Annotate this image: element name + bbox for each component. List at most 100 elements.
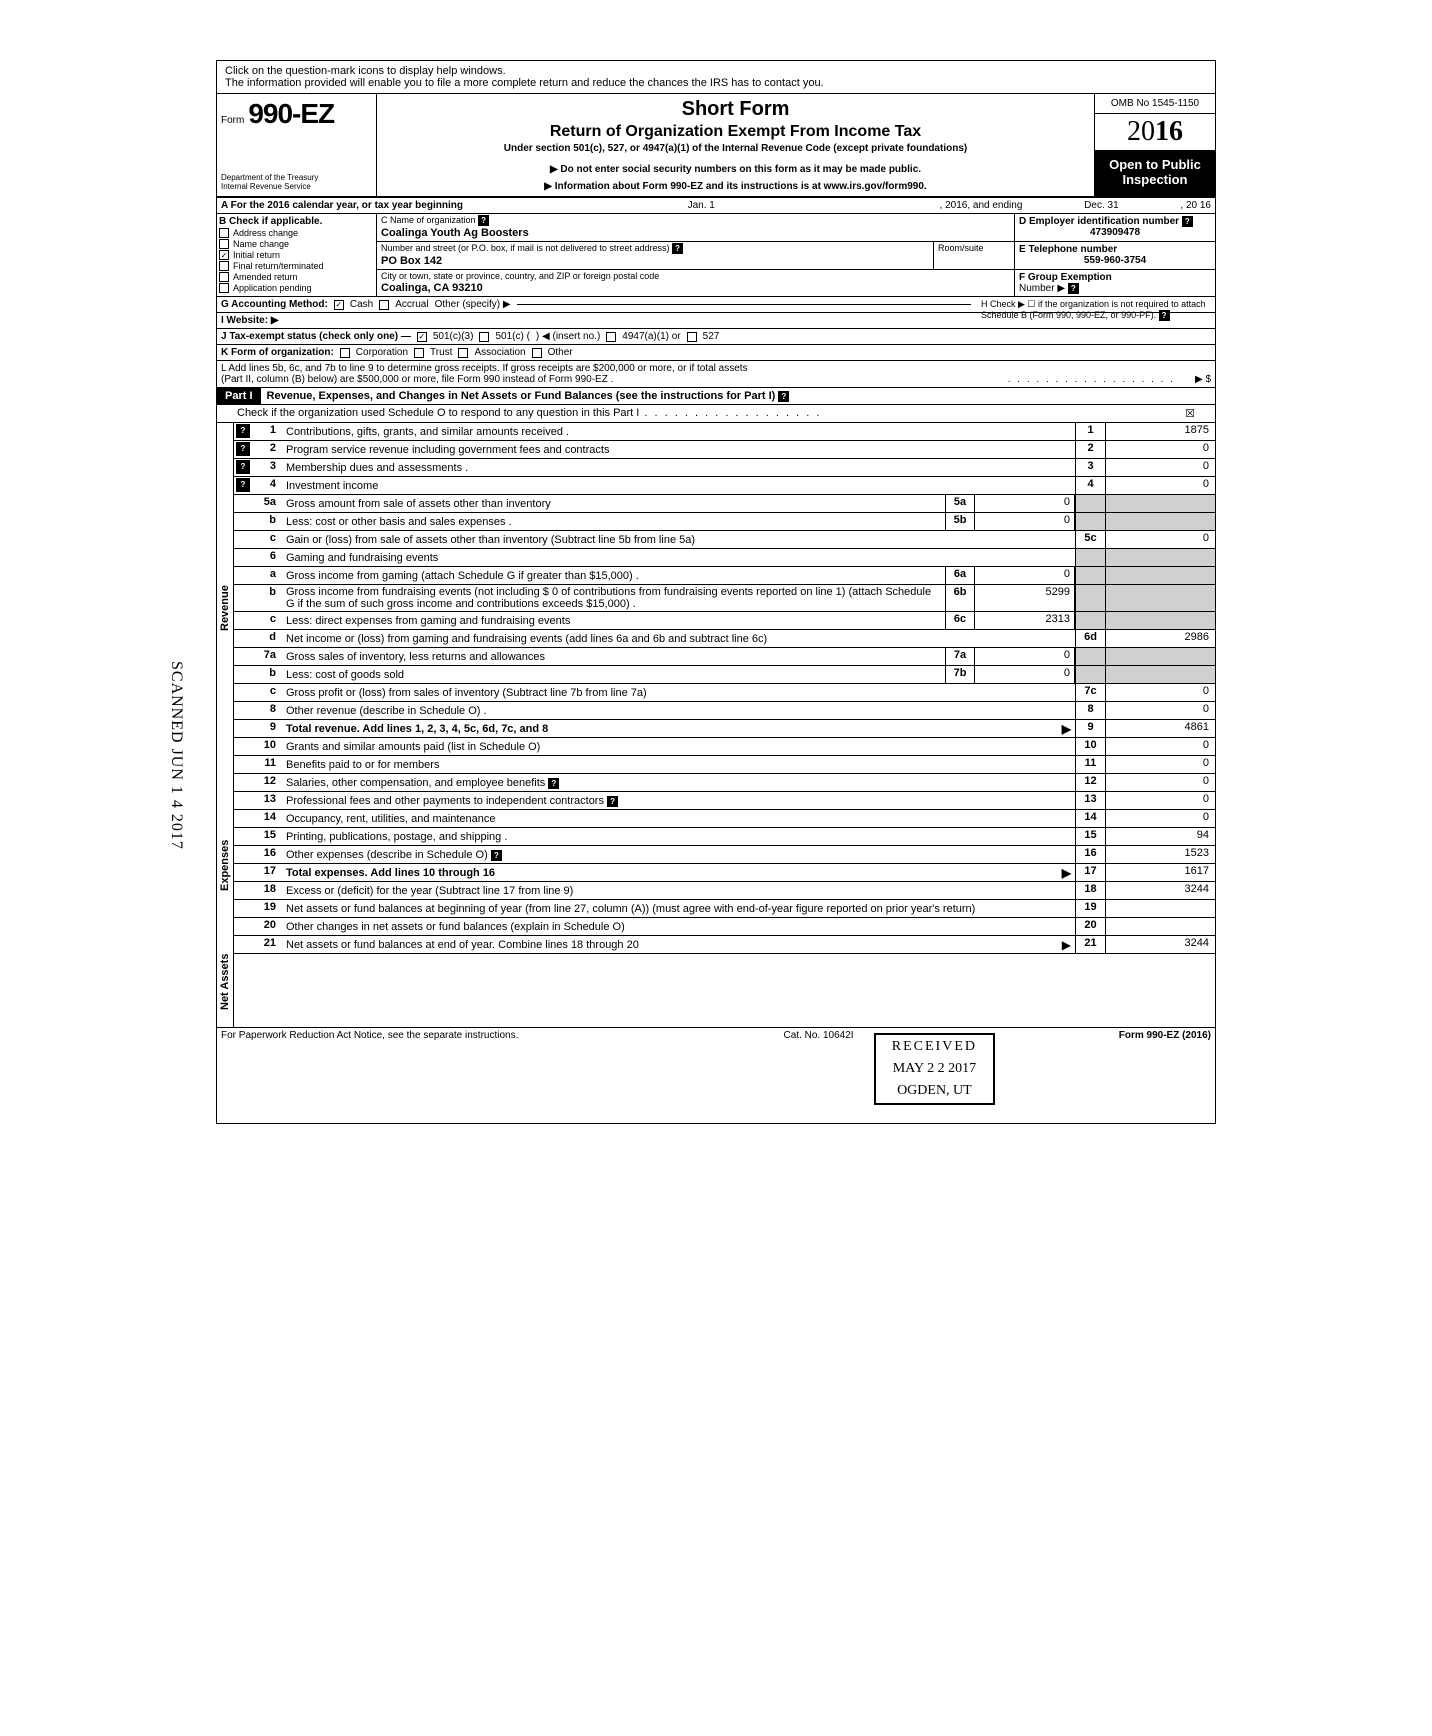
line-num: 4 xyxy=(252,477,282,494)
cb-accrual[interactable] xyxy=(379,300,389,310)
help-icon[interactable]: ? xyxy=(672,243,683,254)
cb-name-change[interactable]: Name change xyxy=(219,239,374,249)
form-header: Form 990-EZ Department of the Treasury I… xyxy=(217,94,1215,198)
line-desc: Occupancy, rent, utilities, and maintena… xyxy=(282,810,1075,827)
line-num: 15 xyxy=(252,828,282,845)
side-expenses: Expenses xyxy=(217,793,234,937)
year-bold: 16 xyxy=(1155,116,1183,147)
line-6: 6Gaming and fundraising events xyxy=(234,549,1215,567)
cb-501c3[interactable] xyxy=(417,332,427,342)
cb-trust[interactable] xyxy=(414,348,424,358)
info-link: ▶ Information about Form 990-EZ and its … xyxy=(385,181,1086,192)
help-icon[interactable]: ? xyxy=(778,391,789,402)
line-num: 11 xyxy=(252,756,282,773)
k-other: Other xyxy=(548,347,573,358)
help-icon[interactable]: ? xyxy=(236,424,250,438)
help-icon[interactable]: ? xyxy=(236,442,250,456)
cb-amended-return[interactable]: Amended return xyxy=(219,272,374,282)
line-5c: cGain or (loss) from sale of assets othe… xyxy=(234,531,1215,549)
footer-paperwork: For Paperwork Reduction Act Notice, see … xyxy=(221,1030,518,1041)
k-corp: Corporation xyxy=(356,347,408,358)
line-num: c xyxy=(252,531,282,548)
line-num: 20 xyxy=(252,918,282,935)
line-num: 18 xyxy=(252,882,282,899)
cb-application-pending[interactable]: Application pending xyxy=(219,283,374,293)
part-1-header: Part I Revenue, Expenses, and Changes in… xyxy=(217,387,1215,405)
line-desc: Salaries, other compensation, and employ… xyxy=(282,774,1075,791)
department-block: Department of the Treasury Internal Reve… xyxy=(221,174,372,192)
help-icon[interactable]: ? xyxy=(491,850,502,861)
help-icon[interactable]: ? xyxy=(1182,216,1193,227)
line-sub-value: 0 xyxy=(975,495,1075,512)
line-num: d xyxy=(252,630,282,647)
line-sub-value: 0 xyxy=(975,567,1075,584)
stamp-location: OGDEN, UT xyxy=(892,1083,977,1099)
line-desc: Gross profit or (loss) from sales of inv… xyxy=(282,684,1075,701)
h-text: H Check ▶ ☐ if the organization is not r… xyxy=(981,299,1206,320)
cb-initial-return[interactable]: Initial return xyxy=(219,250,374,260)
under-section: Under section 501(c), 527, or 4947(a)(1)… xyxy=(385,143,1086,154)
line-desc: Other expenses (describe in Schedule O) … xyxy=(282,846,1075,863)
line-num: c xyxy=(252,684,282,701)
row-a-mid: , 2016, and ending xyxy=(936,198,1027,213)
help-icon[interactable]: ? xyxy=(607,796,618,807)
line-19: 19Net assets or fund balances at beginni… xyxy=(234,900,1215,918)
line-num: 1 xyxy=(252,423,282,440)
row-a-end: Dec. 31 xyxy=(1026,198,1176,213)
help-icon[interactable]: ? xyxy=(1159,310,1170,321)
g-cash: Cash xyxy=(350,299,373,310)
line-value: 0 xyxy=(1105,477,1215,494)
line-desc: Gross income from fundraising events (no… xyxy=(282,585,945,611)
help-icon[interactable]: ? xyxy=(478,215,489,226)
line-box: 20 xyxy=(1075,918,1105,935)
line-box: 18 xyxy=(1075,882,1105,899)
help-icon[interactable]: ? xyxy=(236,478,250,492)
line-val-shaded xyxy=(1105,612,1215,629)
line-num: 14 xyxy=(252,810,282,827)
help-icon[interactable]: ? xyxy=(1068,283,1079,294)
line-num: 5a xyxy=(252,495,282,512)
line-desc: Professional fees and other payments to … xyxy=(282,792,1075,809)
cb-4947[interactable] xyxy=(606,332,616,342)
line-num: 6 xyxy=(252,549,282,566)
line-9: 9Total revenue. Add lines 1, 2, 3, 4, 5c… xyxy=(234,720,1215,738)
cb-corporation[interactable] xyxy=(340,348,350,358)
e-label: E Telephone number xyxy=(1019,244,1211,255)
line-val-shaded xyxy=(1105,666,1215,683)
line-17: 17Total expenses. Add lines 10 through 1… xyxy=(234,864,1215,882)
form-number: 990-EZ xyxy=(248,98,334,130)
line-box-shaded xyxy=(1075,513,1105,530)
line-val-shaded xyxy=(1105,549,1215,566)
schedule-o-check: Check if the organization used Schedule … xyxy=(217,405,1215,423)
line-box: 2 xyxy=(1075,441,1105,458)
form-word: Form xyxy=(221,115,244,126)
line-box: 13 xyxy=(1075,792,1105,809)
help-icon[interactable]: ? xyxy=(236,460,250,474)
row-a-tax-year: A For the 2016 calendar year, or tax yea… xyxy=(217,198,1215,214)
line-sub-label: 7b xyxy=(945,666,975,683)
line-box: 9 xyxy=(1075,720,1105,737)
line-desc: Total revenue. Add lines 1, 2, 3, 4, 5c,… xyxy=(282,720,1075,737)
cb-cash[interactable] xyxy=(334,300,344,310)
cb-final-return[interactable]: Final return/terminated xyxy=(219,261,374,271)
line-num: 19 xyxy=(252,900,282,917)
f-label: F Group Exemption xyxy=(1019,272,1211,283)
cb-501c[interactable] xyxy=(479,332,489,342)
help-icon[interactable]: ? xyxy=(548,778,559,789)
line-num: c xyxy=(252,612,282,629)
cb-527[interactable] xyxy=(687,332,697,342)
line-sub-label: 6a xyxy=(945,567,975,584)
sched-o-checkbox[interactable]: ☒ xyxy=(1185,407,1195,420)
line-num: 10 xyxy=(252,738,282,755)
line-sub-label: 5b xyxy=(945,513,975,530)
line-value: 0 xyxy=(1105,792,1215,809)
line-desc: Other revenue (describe in Schedule O) . xyxy=(282,702,1075,719)
line-box: 1 xyxy=(1075,423,1105,440)
cb-address-change[interactable]: Address change xyxy=(219,228,374,238)
line-13: 13Professional fees and other payments t… xyxy=(234,792,1215,810)
line-desc: Gaming and fundraising events xyxy=(282,549,1075,566)
cb-association[interactable] xyxy=(458,348,468,358)
cb-other-org[interactable] xyxy=(532,348,542,358)
header-left: Form 990-EZ Department of the Treasury I… xyxy=(217,94,377,196)
row-a-year: , 20 16 xyxy=(1176,198,1215,213)
